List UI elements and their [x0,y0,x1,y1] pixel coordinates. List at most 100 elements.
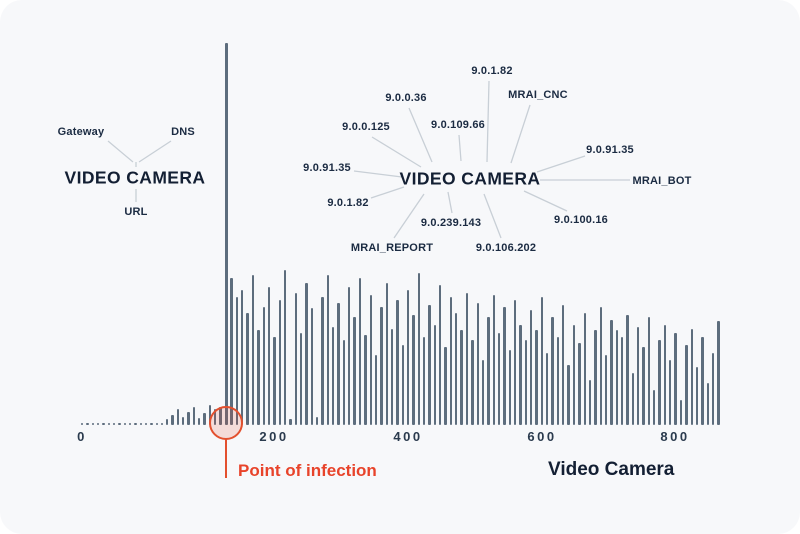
chart-bar [358,278,362,425]
connector-line [483,193,502,239]
chart-bar [615,330,618,425]
chart-bar [626,315,629,425]
chart-bar [423,337,426,425]
chart-bar [562,305,565,425]
chart-bar [530,310,533,425]
chart-bar [695,367,699,425]
chart-bar [524,340,528,425]
flatline-dot [155,423,159,425]
connector-line [393,193,425,239]
connector-line [353,170,403,178]
chart-bar [487,317,490,425]
chart-bar [455,313,458,425]
chart-bar [642,347,645,425]
chart-bar [337,303,340,425]
diagram-node-label: Gateway [57,126,105,138]
chart-bar [433,325,437,425]
flatline-dot [123,423,126,425]
chart-bar [257,330,260,425]
chart-bar [251,275,255,425]
chart-bar [460,330,463,425]
point-of-infection-label: Point of infection [238,461,377,480]
chart-bar [711,353,715,425]
flatline-dot [150,423,153,425]
chart-bar [503,307,506,425]
flatline-dot [91,423,94,425]
connector-line [447,191,453,214]
chart-bar [181,417,185,425]
chart-bar [535,330,538,425]
diagram-node-label: 9.0.91.35 [586,144,634,156]
chart-bar [551,317,554,425]
chart-bar [326,275,330,425]
x-axis-tick-label: 800 [660,429,690,444]
flatline-dot [96,423,100,425]
diagram-node-label: URL [124,206,148,218]
x-axis-tick-label: 400 [393,429,423,444]
chart-bar [620,337,624,425]
chart-bar [706,383,709,425]
chart-bar [396,300,399,425]
chart-bar [631,373,635,425]
chart-bar [278,300,281,425]
diagram-node-label: 9.0.0.36 [385,92,427,104]
chart-bar [647,317,651,425]
chart-bar [540,297,544,425]
chart-bar [669,360,672,425]
chart-bar [497,333,501,425]
chart-bar [583,313,586,425]
chart-bar [342,340,346,425]
chart-bar [406,290,410,425]
chart-bar [310,308,314,425]
chart-bar [599,307,602,425]
chart-bar [556,337,560,425]
chart-bar [203,413,206,425]
chart-bar [653,390,656,425]
diagram-node-label: MRAI_BOT [632,175,692,187]
chart-bar [471,340,474,425]
device-pre-infection-hub-label: VIDEO CAMERA [64,167,206,188]
chart-bar [513,300,517,425]
chart-bar [273,337,276,425]
chart-bar [439,285,442,425]
infection-spike-bar [224,43,228,425]
device-post-infection-hub-label: VIDEO CAMERA [399,168,541,189]
chart-bar [332,327,335,425]
chart-bar [267,287,271,425]
connector-line [370,186,405,199]
diagram-node-label: MRAI_CNC [508,89,568,101]
chart-bar [369,295,372,425]
chart-bar [546,353,549,425]
chart-bar [192,407,195,425]
flatline-dot [112,423,116,425]
chart-bar [717,321,720,425]
connector-line [486,80,490,163]
flatline-dot [161,423,164,425]
flatline-dot [86,423,89,425]
chart-bar [658,340,661,425]
connector-line [536,155,586,173]
chart-bar [401,345,404,425]
chart-bar [578,343,581,425]
chart-caption: Video Camera [548,459,675,480]
chart-bar [679,400,683,425]
chart-bar [588,380,592,425]
chart-bar [165,419,169,425]
chart-bar [187,412,190,425]
chart-bar [235,297,239,425]
diagram-node-label: 9.0.0.125 [342,121,390,133]
diagram-node-label: 9.0.239.143 [420,217,482,229]
flatline-dot [102,423,105,425]
chart-bar [230,278,233,425]
connector-line [371,136,422,168]
flatline-dot [80,423,84,425]
chart-bar [262,307,265,425]
chart-bar [417,273,421,425]
chart-bar [390,329,394,425]
chart-bar [176,409,179,425]
chart-bar [353,317,356,425]
chart-bar [305,283,308,425]
flatline-dot [134,423,137,425]
